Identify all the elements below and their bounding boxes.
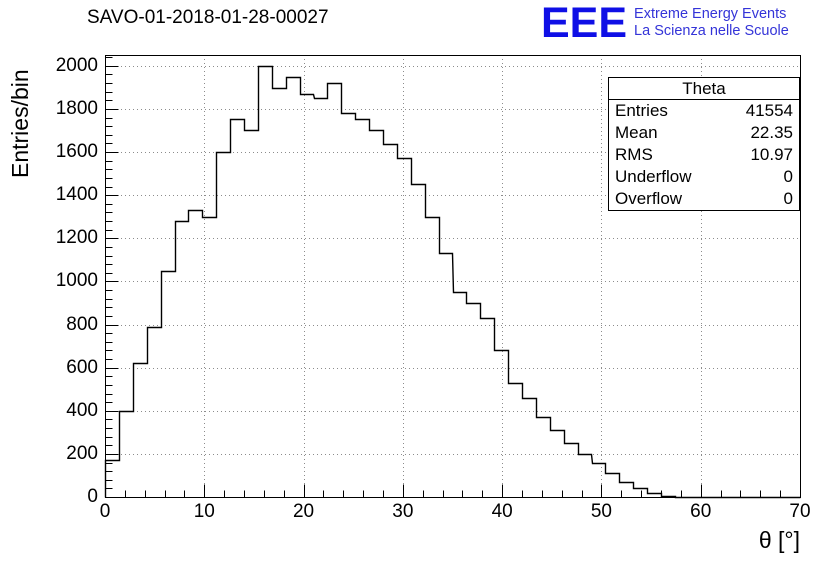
y-tick-label: 1800 (55, 97, 98, 119)
y-tick-label: 200 (66, 442, 98, 464)
stats-label: Entries (615, 101, 668, 120)
logo-line-1: Extreme Energy Events (634, 6, 787, 22)
x-tick-label: 70 (789, 501, 811, 522)
eee-logo: EEE Extreme Energy Events La Scienza nel… (541, 0, 789, 47)
y-tick-label: 0 (87, 486, 98, 507)
stats-box: Theta Entries 41554 Mean 22.35 RMS 10.97… (608, 77, 800, 211)
stats-box-title: Theta (609, 78, 799, 100)
stats-value: 0 (783, 189, 793, 208)
stats-label: Overflow (615, 189, 683, 208)
y-tick-label: 1000 (55, 270, 98, 292)
x-axis-title: θ [°] (758, 527, 800, 553)
y-tick-label: 1600 (55, 141, 98, 163)
x-tick-label: 10 (193, 501, 215, 522)
stats-label: RMS (615, 145, 653, 164)
stats-row-underflow: Underflow 0 (609, 166, 799, 188)
stats-value: 0 (783, 167, 793, 186)
stats-row-entries: Entries 41554 (609, 100, 799, 122)
stats-row-rms: RMS 10.97 (609, 144, 799, 166)
eee-logo-letters: EEE (541, 0, 628, 47)
stats-label: Underflow (615, 167, 692, 186)
stats-row-overflow: Overflow 0 (609, 188, 799, 210)
plot-title: SAVO-01-2018-01-28-00027 (87, 7, 329, 28)
x-tick-label: 20 (292, 501, 315, 522)
eee-logo-subtitle: Extreme Energy Events La Scienza nelle S… (634, 2, 789, 44)
y-tick-label: 600 (66, 356, 98, 378)
stats-label: Mean (615, 123, 658, 142)
x-tick-label: 40 (491, 501, 513, 522)
logo-line-2: La Scienza nelle Scuole (634, 23, 789, 39)
x-tick-label: 30 (392, 501, 414, 522)
y-tick-label: 1200 (55, 227, 98, 249)
stats-value: 41554 (745, 101, 793, 120)
y-tick-label: 400 (66, 399, 98, 421)
stats-value: 10.97 (750, 145, 793, 164)
x-tick-label: 60 (690, 501, 712, 522)
stats-value: 22.35 (750, 123, 793, 142)
y-tick-label: 1400 (55, 184, 98, 206)
x-tick-label: 0 (99, 501, 111, 522)
x-tick-label: 50 (590, 501, 612, 522)
y-tick-label: 800 (66, 313, 98, 335)
y-tick-label: 2000 (55, 54, 98, 76)
stats-row-mean: Mean 22.35 (609, 122, 799, 144)
